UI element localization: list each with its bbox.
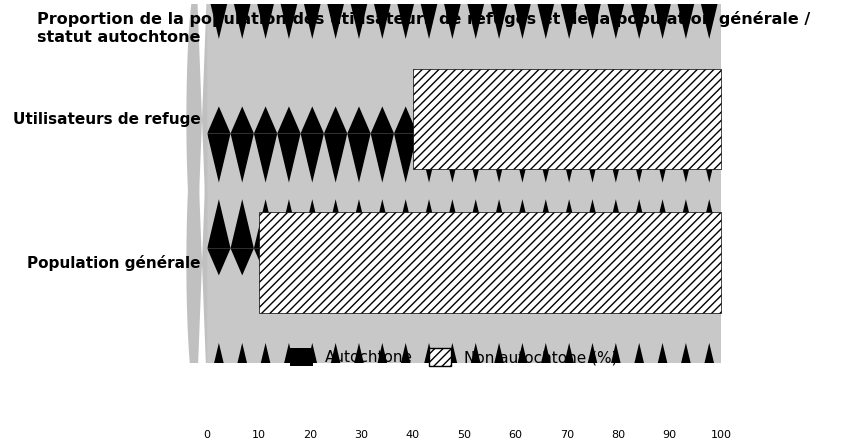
Bar (258, 213, 721, 313)
Polygon shape (186, 0, 207, 255)
Bar (207, 134, 721, 392)
Text: 50: 50 (457, 430, 471, 441)
Polygon shape (186, 127, 207, 399)
Text: 0: 0 (204, 430, 211, 441)
Text: 70: 70 (560, 430, 574, 441)
Text: 100: 100 (711, 430, 731, 441)
Text: Proportion de la population des utilisateurs de refuges et de la population géné: Proportion de la population des utilisat… (37, 11, 810, 45)
Text: Utilisateurs de refuge: Utilisateurs de refuge (13, 112, 201, 127)
Text: Population générale: Population générale (26, 255, 201, 271)
Text: 80: 80 (611, 430, 626, 441)
Text: 90: 90 (662, 430, 677, 441)
Text: 10: 10 (252, 430, 265, 441)
Text: 60: 60 (508, 430, 523, 441)
Text: 30: 30 (354, 430, 368, 441)
Bar (413, 69, 721, 169)
Bar (207, 0, 721, 248)
Text: 40: 40 (405, 430, 420, 441)
Text: 20: 20 (303, 430, 317, 441)
Legend: Autochtone, Non autochtone (%): Autochtone, Non autochtone (%) (290, 348, 617, 366)
